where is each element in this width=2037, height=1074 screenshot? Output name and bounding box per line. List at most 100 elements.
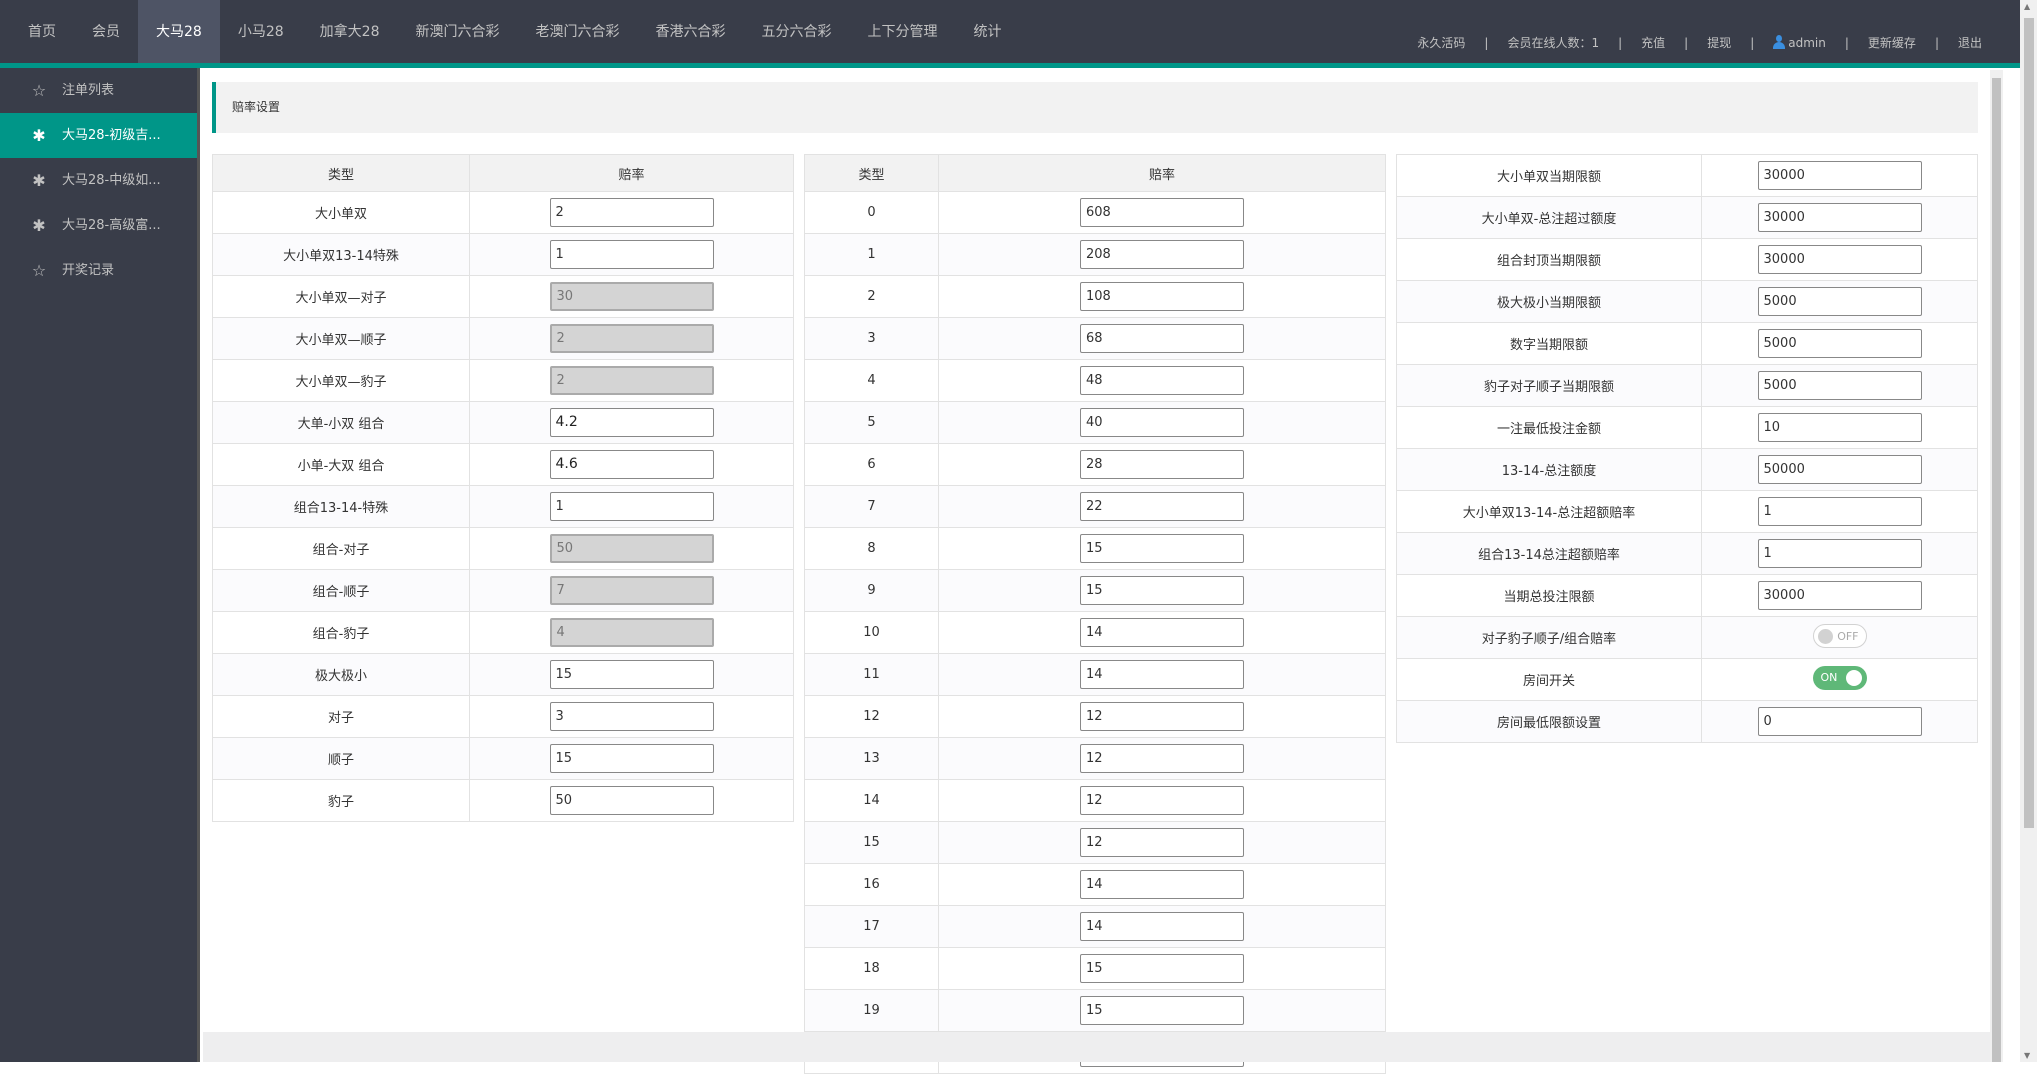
odds-input[interactable] (549, 702, 714, 731)
odds-input[interactable] (549, 744, 714, 773)
input-wrap (939, 828, 1385, 857)
odds-input[interactable] (549, 240, 714, 269)
refresh-cache-link[interactable]: 更新缓存 (1867, 36, 1916, 50)
sidebar-item[interactable]: ☆ 开奖记录 (0, 248, 197, 293)
odds-switch-toggle[interactable]: OFF (1812, 623, 1867, 648)
odds-input[interactable] (1080, 240, 1244, 269)
odds-input[interactable] (1080, 324, 1244, 353)
odds-input[interactable] (1080, 198, 1244, 227)
odds-input[interactable] (1080, 366, 1244, 395)
odds-input[interactable] (549, 492, 714, 521)
nav-item[interactable]: 五分六合彩 (761, 24, 832, 40)
odds-input[interactable] (1080, 912, 1244, 941)
odds-input[interactable] (1757, 287, 1922, 316)
input-wrap (939, 618, 1385, 647)
odds-input[interactable] (549, 660, 714, 689)
odds-input[interactable] (1757, 497, 1922, 526)
odds-input[interactable]: 4.6 (549, 450, 714, 479)
table-row: 极大极小当期限额 (1396, 280, 1978, 323)
label-cell: 大小单双13-14-总注超额赔率 (1396, 490, 1702, 533)
nav-item[interactable]: 香港六合彩 (655, 24, 726, 40)
scrollbar-thumb[interactable] (2024, 18, 2034, 828)
odds-input[interactable] (1080, 954, 1244, 983)
table-row: 大单-小双 组合 4.2 (212, 401, 794, 444)
odds-input[interactable] (1080, 282, 1244, 311)
nav-item[interactable]: 首页 (28, 24, 56, 40)
odds-cell (1701, 238, 1978, 281)
odds-cell (938, 737, 1386, 780)
odds-input[interactable] (1757, 203, 1922, 232)
table-row: 7 (804, 485, 1386, 528)
nav-item[interactable]: 小马28 (237, 24, 284, 40)
input-wrap (1702, 707, 1977, 736)
table-row: 当期总投注限额 (1396, 574, 1978, 617)
permanent-code-link[interactable]: 永久活码 (1417, 36, 1466, 50)
odds-cell (938, 611, 1386, 654)
odds-input[interactable] (1757, 413, 1922, 442)
odds-input[interactable] (1080, 534, 1244, 563)
page-scrollbar[interactable]: ▲ ▼ (2020, 0, 2037, 1062)
odds-input[interactable] (1080, 870, 1244, 899)
nav-item[interactable]: 加拿大28 (319, 24, 380, 40)
sidebar-item[interactable]: ✱ 大马28-初级吉... (0, 113, 197, 158)
table-row: 4 (804, 359, 1386, 402)
odds-input[interactable] (549, 198, 714, 227)
odds-input[interactable] (1080, 408, 1244, 437)
sidebar-item[interactable]: ✱ 大马28-中级如... (0, 158, 197, 203)
type-cell: 13 (804, 737, 939, 780)
odds-input[interactable] (1757, 161, 1922, 190)
odds-input[interactable] (1757, 329, 1922, 358)
nav-item[interactable]: 上下分管理 (867, 24, 938, 40)
odds-input[interactable]: 4.2 (549, 408, 714, 437)
odds-input[interactable] (1080, 618, 1244, 647)
odds-input[interactable] (1080, 828, 1244, 857)
type-cell: 对子 (212, 695, 470, 738)
input-wrap (470, 702, 793, 731)
scrollbar-thumb[interactable] (1992, 78, 2001, 1062)
logout-link[interactable]: 退出 (1957, 36, 1982, 50)
odds-input[interactable] (1080, 702, 1244, 731)
odds-input[interactable] (1080, 492, 1244, 521)
odds-input[interactable] (1757, 581, 1922, 610)
input-wrap (1702, 203, 1977, 232)
odds-input[interactable] (1757, 707, 1922, 736)
nav-item[interactable]: 会员 (92, 24, 120, 40)
input-wrap (939, 912, 1385, 941)
odds-input[interactable] (1080, 660, 1244, 689)
type-cell: 9 (804, 569, 939, 612)
type-cell: 大小单双—豹子 (212, 359, 470, 402)
odds-input[interactable] (1080, 786, 1244, 815)
odds-cell (1701, 574, 1978, 617)
odds-cell (938, 695, 1386, 738)
table-row: 对子豹子顺子/组合赔率 OFF (1396, 616, 1978, 659)
sidebar-item[interactable]: ✱ 大马28-高级富... (0, 203, 197, 248)
odds-input[interactable] (1757, 539, 1922, 568)
scroll-up-icon[interactable]: ▲ (2024, 2, 2031, 11)
odds-input[interactable] (1080, 744, 1244, 773)
user-menu[interactable]: admin (1773, 35, 1826, 50)
odds-input[interactable] (1757, 245, 1922, 274)
withdraw-link[interactable]: 提现 (1707, 36, 1732, 50)
nav-item[interactable]: 统计 (973, 24, 1002, 40)
nav-item[interactable]: 老澳门六合彩 (535, 24, 620, 40)
star-icon: ☆ (31, 81, 47, 100)
odds-input[interactable] (1080, 996, 1244, 1025)
top-nav: 首页 会员 大马28 小马28 加拿大28 新澳门六合彩 老澳门六合彩 香港六合彩 五分六合彩 上… (10, 0, 1019, 63)
odds-input[interactable] (1757, 455, 1922, 484)
odds-input[interactable] (1080, 450, 1244, 479)
sidebar-item[interactable]: ☆ 注单列表 (0, 68, 197, 113)
input-wrap (939, 492, 1385, 521)
odds-input[interactable] (1757, 371, 1922, 400)
odds-input[interactable] (549, 786, 714, 815)
toggle-knob (1817, 628, 1833, 644)
odds-input[interactable] (1080, 576, 1244, 605)
scroll-down-icon[interactable]: ▼ (2024, 1051, 2031, 1060)
table-row: 房间开关 ON (1396, 658, 1978, 701)
nav-item[interactable]: 大马28 (138, 0, 220, 63)
recharge-link[interactable]: 充值 (1641, 36, 1666, 50)
nav-item[interactable]: 新澳门六合彩 (415, 24, 500, 40)
content-scrollbar[interactable] (1990, 70, 2003, 1062)
room-switch-toggle[interactable]: ON (1812, 665, 1867, 690)
type-cell: 小单-大双 组合 (212, 443, 470, 486)
odds-input (549, 366, 714, 395)
